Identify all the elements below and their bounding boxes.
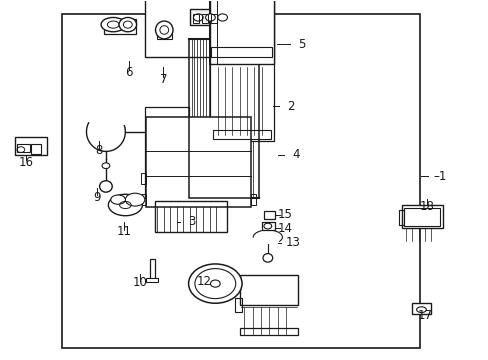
Bar: [188, 39, 259, 198]
Text: 11: 11: [116, 225, 131, 238]
Bar: [239, 328, 297, 336]
Text: 5: 5: [298, 38, 305, 51]
Bar: [210, 0, 273, 64]
Text: 13: 13: [285, 236, 300, 249]
Text: 18: 18: [419, 200, 434, 213]
Bar: [190, 9, 258, 24]
Ellipse shape: [119, 18, 136, 32]
Bar: [154, 202, 227, 232]
Ellipse shape: [210, 280, 220, 287]
Bar: [403, 208, 440, 226]
Bar: [193, 14, 199, 23]
Text: 16: 16: [18, 156, 33, 168]
Text: 14: 14: [277, 222, 292, 235]
Bar: [211, 47, 272, 57]
Bar: [141, 173, 146, 184]
Text: 7: 7: [159, 73, 167, 86]
Text: 15: 15: [277, 208, 292, 221]
Ellipse shape: [263, 253, 272, 262]
Ellipse shape: [155, 21, 173, 39]
Bar: [149, 258, 154, 280]
Bar: [210, 57, 273, 141]
Text: 12: 12: [197, 275, 212, 288]
Bar: [250, 194, 255, 205]
Bar: [234, 298, 242, 312]
Text: 9: 9: [93, 191, 100, 204]
Bar: [264, 211, 274, 219]
Bar: [202, 14, 207, 23]
Text: 2: 2: [286, 100, 294, 113]
Bar: [144, 107, 188, 198]
Bar: [210, 14, 216, 23]
Bar: [141, 194, 146, 205]
Ellipse shape: [100, 181, 112, 192]
Bar: [209, 0, 216, 64]
Bar: [411, 303, 430, 314]
Ellipse shape: [111, 195, 125, 204]
Bar: [401, 205, 442, 228]
Ellipse shape: [125, 193, 144, 206]
Ellipse shape: [102, 163, 110, 168]
Ellipse shape: [188, 264, 242, 303]
Bar: [15, 137, 46, 155]
Ellipse shape: [205, 14, 215, 21]
Text: 8: 8: [95, 144, 102, 157]
Bar: [261, 222, 275, 230]
Bar: [18, 144, 30, 153]
Bar: [256, 12, 268, 35]
Text: –1: –1: [432, 170, 446, 183]
Bar: [157, 30, 171, 39]
Text: 4: 4: [292, 148, 300, 162]
Text: 10: 10: [132, 276, 147, 289]
Text: 3: 3: [188, 215, 195, 228]
Ellipse shape: [108, 194, 142, 216]
Bar: [239, 275, 297, 305]
Ellipse shape: [264, 223, 271, 229]
Bar: [146, 117, 250, 207]
Bar: [62, 14, 419, 348]
Ellipse shape: [217, 14, 227, 21]
Ellipse shape: [193, 14, 203, 21]
Bar: [146, 278, 158, 282]
Bar: [398, 210, 403, 225]
Bar: [104, 19, 136, 33]
Text: 17: 17: [417, 309, 432, 322]
Ellipse shape: [101, 18, 125, 32]
Bar: [30, 144, 41, 154]
Text: 6: 6: [125, 66, 132, 78]
Bar: [144, 0, 273, 57]
Bar: [212, 130, 271, 139]
